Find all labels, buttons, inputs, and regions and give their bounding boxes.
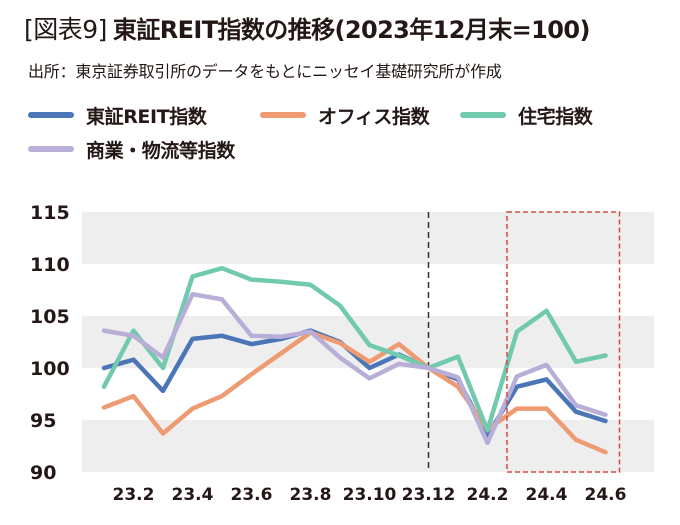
- legend-item-reit: 東証REIT指数: [28, 100, 207, 130]
- x-tick-label: 24.2: [467, 485, 509, 505]
- title-row: [図表9] 東証REIT指数の推移(2023年12月末=100): [24, 10, 590, 50]
- series-line-residential: [101, 265, 608, 433]
- legend-label-reit: 東証REIT指数: [86, 105, 207, 128]
- legend-item-office: オフィス指数: [260, 100, 430, 130]
- x-tick-label: 24.4: [526, 485, 568, 505]
- legend-swatch-office: [260, 112, 306, 118]
- highlight-box: [506, 211, 621, 473]
- legend-item-residential: 住宅指数: [460, 100, 593, 130]
- y-tick-label: 90: [30, 462, 56, 484]
- legend-swatch-commercial: [28, 146, 74, 152]
- grid-band: [82, 420, 654, 472]
- x-tick-label: 23.10: [343, 485, 397, 505]
- y-tick-label: 105: [30, 306, 70, 328]
- x-tick-label: 24.6: [585, 485, 627, 505]
- source-note: 出所：東京証券取引所のデータをもとにニッセイ基礎研究所が作成: [28, 62, 502, 81]
- x-tick-label: 23.4: [172, 485, 214, 505]
- x-tick-label: 23.8: [290, 485, 332, 505]
- legend-swatch-residential: [460, 112, 506, 118]
- figure-tag: [図表9]: [24, 15, 107, 44]
- y-tick-label: 110: [30, 254, 70, 276]
- y-tick-label: 115: [30, 202, 70, 224]
- grid-band: [82, 212, 654, 264]
- x-tick-label: 23.2: [113, 485, 155, 505]
- legend-item-commercial: 商業・物流等指数: [28, 134, 235, 164]
- y-tick-label: 95: [30, 410, 56, 432]
- chart-legend: 東証REIT指数 オフィス指数 住宅指数 商業・物流等指数: [28, 100, 668, 170]
- legend-label-commercial: 商業・物流等指数: [86, 139, 235, 162]
- legend-label-residential: 住宅指数: [518, 105, 593, 128]
- series-line-commercial: [101, 291, 608, 446]
- x-tick-label: 23.12: [402, 485, 456, 505]
- legend-swatch-reit: [28, 112, 74, 118]
- series-line-office: [101, 330, 608, 455]
- x-tick-label: 23.6: [231, 485, 273, 505]
- legend-label-office: オフィス指数: [318, 105, 430, 128]
- figure-title: 東証REIT指数の推移(2023年12月末=100): [112, 16, 591, 44]
- y-tick-label: 100: [30, 358, 70, 380]
